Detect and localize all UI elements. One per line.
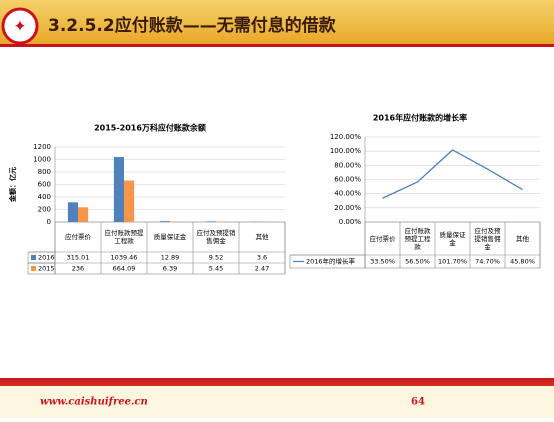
x-tick-label: 其他: [505, 222, 540, 255]
y-tick-label: 40.00%: [334, 190, 361, 198]
y-tick-label: 400: [38, 193, 51, 201]
y-tick-label: 80.00%: [334, 161, 361, 169]
table-value: 6.39: [163, 265, 177, 273]
table-value: 3.6: [257, 254, 267, 262]
header-rule: [0, 44, 554, 47]
chart-title: 2016年应付账款的增长率: [373, 113, 467, 123]
y-tick-label: 100.00%: [330, 147, 361, 155]
table-value: 2.47: [255, 265, 269, 273]
y-tick-label: 1000: [33, 156, 51, 164]
table-value: 9.52: [209, 254, 223, 262]
table-value: 315.01: [67, 254, 90, 262]
x-tick-label: 质量保证金: [147, 222, 193, 252]
x-tick-label: 质量保证金: [435, 222, 470, 255]
y-tick-label: 800: [38, 168, 51, 176]
bar: [124, 180, 134, 222]
footer-url: www.caishuifree.cn: [40, 397, 148, 408]
legend-label: 2015: [38, 265, 55, 273]
y-tick-label: 120.00%: [330, 133, 361, 141]
table-value: 5.45: [209, 265, 223, 273]
x-tick-label: 应付及预提销售佣金: [470, 222, 505, 255]
legend-swatch: [31, 266, 36, 271]
x-tick-label: 应付账款预提工程款: [400, 222, 435, 255]
y-tick-label: 600: [38, 181, 51, 189]
table-value: 236: [72, 265, 84, 273]
table-value: 12.89: [161, 254, 180, 262]
x-tick-label: 应付票价: [55, 222, 101, 252]
legend-swatch: [31, 255, 36, 260]
x-tick-label: 其他: [239, 222, 285, 252]
y-tick-label: 200: [38, 206, 51, 214]
page-number: 64: [411, 397, 425, 408]
x-tick-label: 应付账款预提工程款: [101, 222, 147, 252]
table-value: 33.50%: [370, 258, 395, 266]
table-value: 664.09: [113, 265, 136, 273]
bar: [206, 221, 216, 222]
bar: [160, 221, 170, 222]
y-tick-label: 1200: [33, 143, 51, 151]
y-axis-label: 金额：亿元: [8, 167, 17, 203]
table-value: 101.70%: [438, 258, 467, 266]
slide-title: 3.2.5.2应付账款——无需付息的借款: [48, 15, 337, 36]
table-value: 56.50%: [405, 258, 430, 266]
legend-label: 2016: [38, 254, 55, 262]
legend-label: 2016年的增长率: [306, 257, 356, 266]
table-value: 45.80%: [510, 258, 535, 266]
table-value: 74.70%: [475, 258, 500, 266]
x-tick-label: 应付及预提销售佣金: [193, 222, 239, 252]
y-tick-label: 0.00%: [339, 218, 362, 226]
bar: [114, 157, 124, 222]
bar: [78, 207, 88, 222]
y-tick-label: 20.00%: [334, 204, 361, 212]
chart-title: 2015-2016万科应付账款余额: [94, 123, 206, 133]
table-value: 1039.46: [111, 254, 138, 262]
y-tick-label: 0: [47, 218, 51, 226]
x-tick-label: 应付票价: [365, 222, 400, 255]
y-tick-label: 60.00%: [334, 176, 361, 184]
bar: [68, 202, 78, 222]
logo-mark: ✦: [13, 17, 26, 36]
